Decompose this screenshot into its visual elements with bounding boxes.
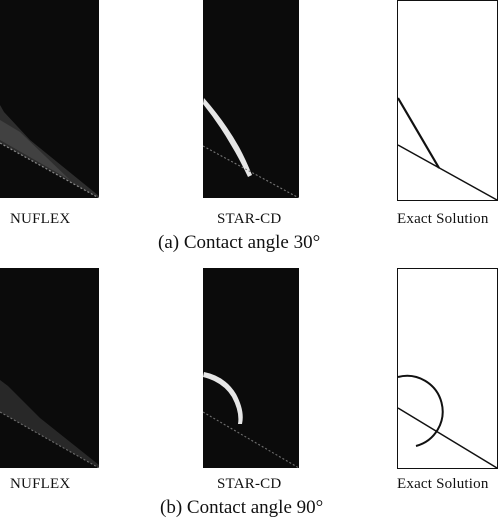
panel-frame [397, 268, 498, 469]
interface-highlight [203, 98, 252, 177]
wall-line [397, 144, 498, 201]
simulation-background [203, 268, 299, 468]
panel-label: STAR-CD [217, 476, 282, 492]
panel-label: NUFLEX [10, 476, 71, 492]
figure-caption: (b) Contact angle 90° [160, 497, 324, 518]
interface-line [397, 97, 440, 169]
wall-line [397, 407, 498, 469]
wall-line [203, 411, 299, 468]
figure-caption: (a) Contact angle 30° [158, 232, 321, 253]
nuflex-panel-a [0, 0, 99, 198]
exact-panel-b [397, 268, 498, 469]
wall-line [0, 411, 99, 468]
nuflex-panel-b [0, 268, 99, 468]
simulation-background [203, 0, 299, 198]
exact-panel-a [397, 0, 498, 201]
panel-label: STAR-CD [217, 211, 282, 227]
interface-highlight [203, 372, 243, 424]
wall-line [0, 142, 99, 198]
panel-label: NUFLEX [10, 211, 71, 227]
panel-frame [397, 0, 498, 201]
interface-arc [397, 374, 444, 447]
panel-label: Exact Solution [397, 211, 489, 227]
interface-diffuse-band [0, 380, 99, 468]
starcd-panel-b [203, 268, 299, 468]
starcd-panel-a [203, 0, 299, 198]
interface-diffuse-core [0, 120, 70, 180]
interface-diffuse-band [0, 105, 99, 198]
panel-label: Exact Solution [397, 476, 489, 492]
